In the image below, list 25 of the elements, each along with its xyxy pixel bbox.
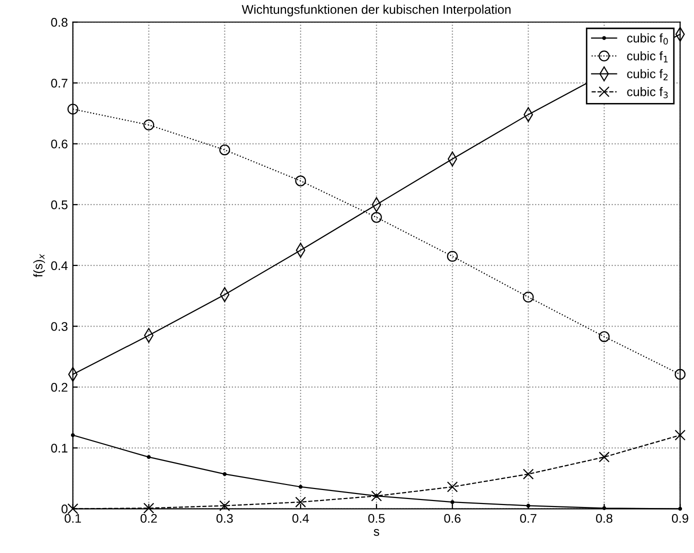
- y-tick-label: 0.5: [51, 200, 68, 210]
- x-tick-label: 0.8: [596, 514, 612, 523]
- legend-label: cubic f$_{2}$: [627, 69, 668, 80]
- x-axis-title: s: [374, 529, 380, 536]
- x-tick-label: 0.3: [216, 514, 233, 523]
- legend-label: cubic f$_{1}$: [627, 51, 668, 62]
- x-tick-label: 0.5: [368, 514, 385, 523]
- x-tick-label: 0.6: [444, 514, 461, 523]
- y-tick-label: 0.4: [51, 261, 68, 270]
- x-tick-label: 0.2: [140, 514, 157, 523]
- legend-label: cubic f$_{3}$: [627, 87, 668, 98]
- y-tick-label: 0.6: [51, 140, 68, 148]
- y-tick-label: 0.1: [51, 444, 68, 453]
- y-tick-label: 0.2: [51, 382, 68, 392]
- y-axis-title: f(s)$_{x}$: [33, 254, 45, 278]
- legend-label: cubic f$_{0}$: [627, 33, 668, 45]
- x-tick-label: 0.4: [292, 514, 309, 523]
- y-tick-label: 0: [62, 504, 68, 514]
- x-tick-label: 0.9: [672, 514, 688, 523]
- y-tick-label: 0.7: [51, 78, 68, 88]
- x-tick-label: 0.1: [64, 514, 81, 523]
- y-tick-label: 0.3: [51, 322, 68, 331]
- x-tick-label: 0.7: [520, 514, 536, 523]
- chart-title: Wichtungsfunktionen der kubischen Interpolation: [242, 4, 510, 16]
- y-tick-label: 0.8: [51, 18, 68, 27]
